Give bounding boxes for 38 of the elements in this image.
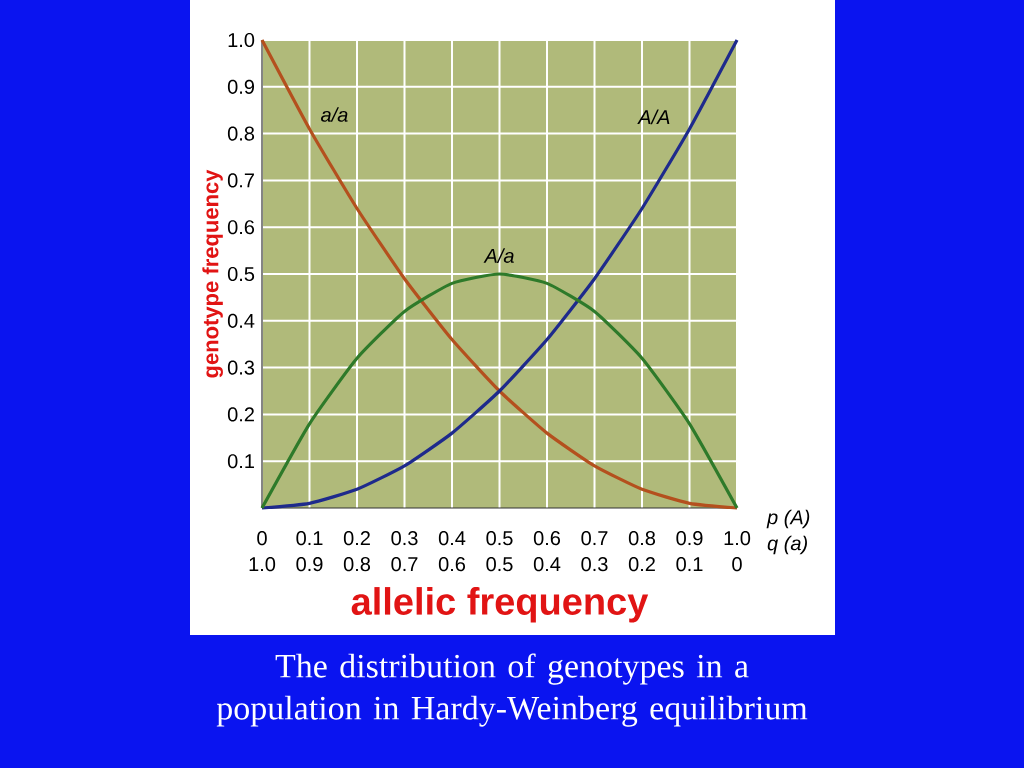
text: q (a) [767,535,807,555]
text: The distribution of genotypes in a population in Hardy-Weinberg equilibrium [216,653,808,727]
x-tick-label: 0 [257,531,267,546]
x-tick-label: 0.2 [343,531,370,546]
x2-tick-label: 0.1 [676,557,703,572]
y-tick-label: 0.6 [227,220,255,235]
x2-tick-label: 0.4 [533,557,561,572]
x-tick-label: 0.9 [676,531,703,546]
y-tick-label: 0.8 [227,126,255,141]
text: p (A) [766,509,810,529]
x2-tick-label: 0.8 [343,557,371,572]
x2-tick-label: 0.9 [296,557,323,572]
y-tick-label: 0.1 [227,454,254,469]
x2-tick-label: 0.2 [628,557,655,572]
x2-tick-label: 0.6 [438,557,466,572]
y-tick-label: 0.2 [227,407,254,422]
x-axis-title: allelic frequency [351,587,649,623]
x-tick-label: 0.8 [628,531,656,546]
y-tick-label: 0.4 [227,313,255,328]
x2-tick-label: 0 [732,557,742,572]
y-tick-label: 0.5 [227,266,255,282]
x-tick-label: 0.1 [296,531,323,546]
series-label: a/a [321,107,348,122]
y-tick-label: 1.0 [228,32,255,48]
y-tick-label: 0.7 [227,173,254,188]
x-tick-label: 0.5 [486,531,513,546]
x2-tick-label: 0.7 [391,557,418,572]
x2-tick-label: 0.3 [581,557,608,572]
x-tick-label: 1.0 [724,531,751,546]
x-tick-label: 0.3 [391,531,418,546]
x-tick-label: 0.7 [581,531,608,546]
y-tick-label: 0.3 [227,360,255,375]
x2-tick-label: 1.0 [249,557,276,572]
y-axis-title: genotype frequency [202,169,223,378]
x2-tick-label: 0.5 [486,557,513,572]
y-tick-label: 0.9 [227,79,255,94]
x-tick-label: 0.6 [533,531,561,546]
x-tick-label: 0.4 [438,531,466,546]
